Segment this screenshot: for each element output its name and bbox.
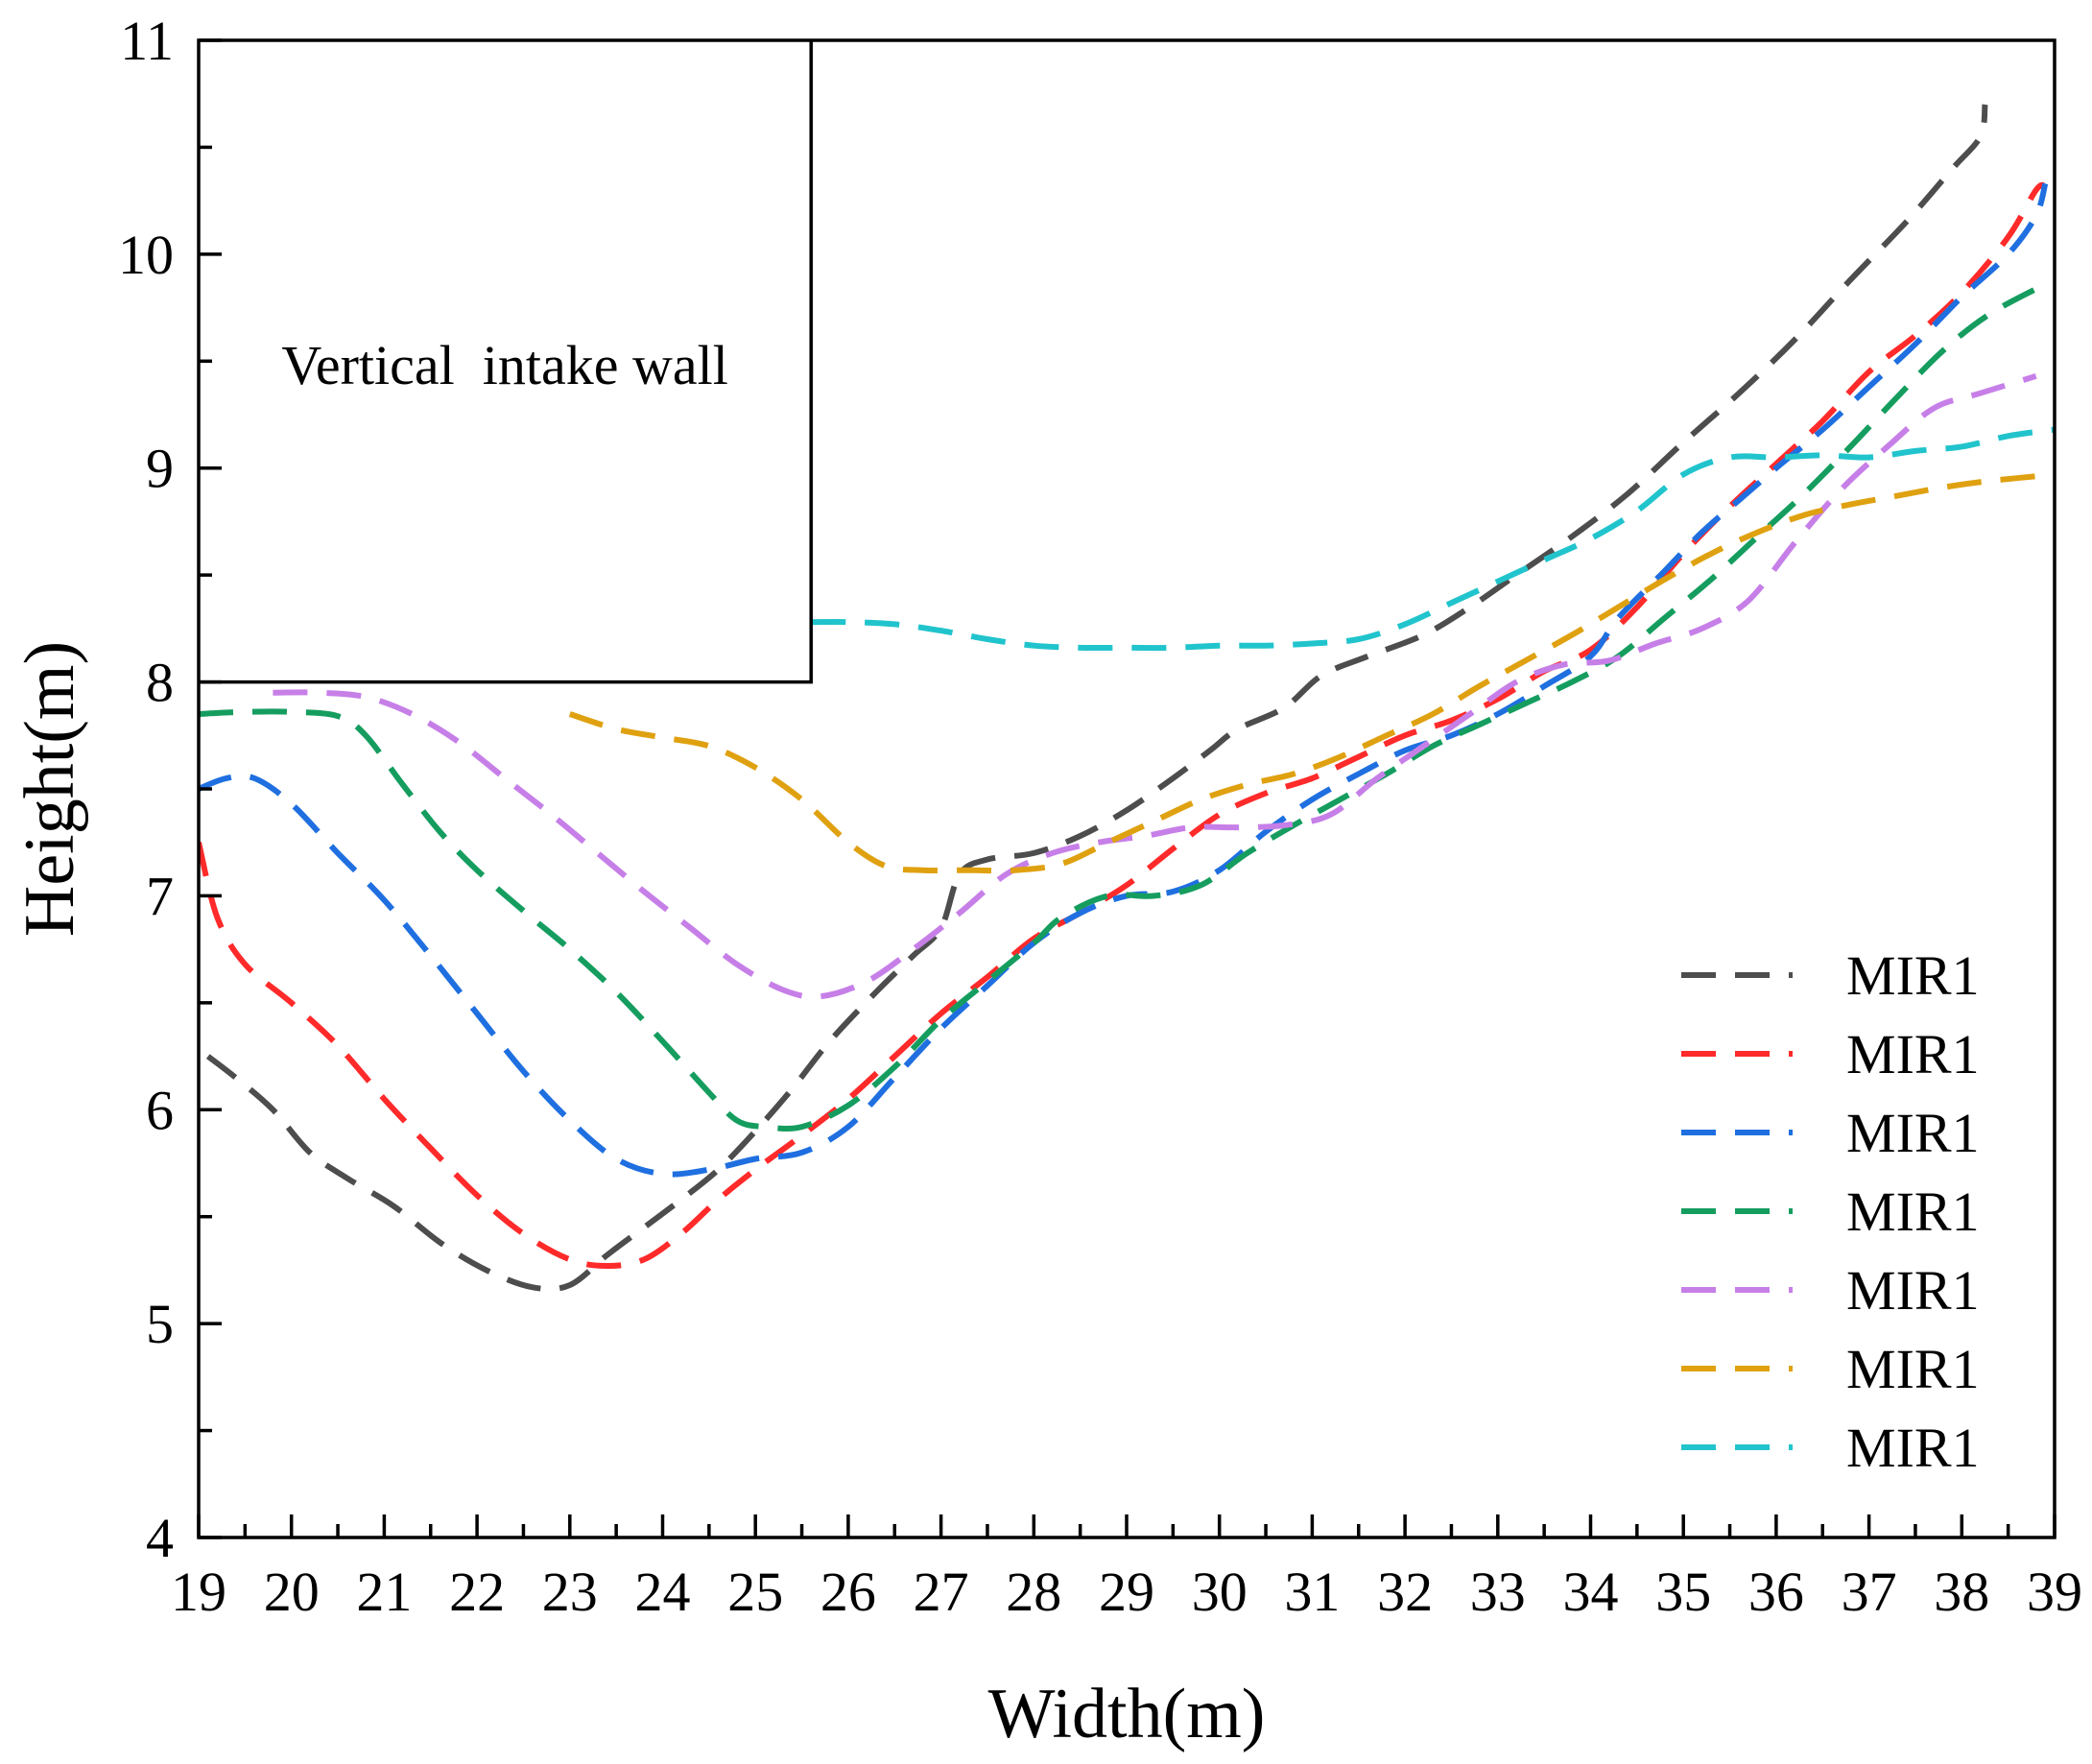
x-tick-label: 37: [1842, 1561, 1897, 1623]
y-tick-label: 9: [146, 438, 174, 500]
annotation-layer: Vertical intake wall: [199, 40, 813, 684]
legend-item-3: MIR1: [1681, 1102, 1980, 1164]
series-line-3: [199, 182, 2049, 1178]
y-tick-label: 10: [118, 224, 174, 286]
x-tick-label: 31: [1284, 1561, 1340, 1623]
legend-item-4: MIR1: [1681, 1180, 1980, 1243]
series-line-7: [811, 426, 2055, 652]
x-tick-label: 19: [171, 1561, 226, 1623]
plot-frame: [197, 38, 2056, 1539]
x-tick-label: 29: [1099, 1561, 1154, 1623]
legend-label: MIR1: [1846, 944, 1980, 1007]
x-tick-label: 35: [1655, 1561, 1711, 1623]
y-tick-label: 7: [146, 865, 174, 927]
y-tick-label: 5: [146, 1293, 174, 1355]
legend: MIR1 MIR1 MIR1 MIR1 MIR1 MIR1 MIR1: [1681, 944, 1980, 1479]
x-tick-label: 22: [449, 1561, 505, 1623]
x-tick-label: 32: [1377, 1561, 1433, 1623]
x-tick-label: 30: [1192, 1561, 1248, 1623]
x-tick-label: 21: [356, 1561, 412, 1623]
legend-label: MIR1: [1846, 1259, 1980, 1322]
y-axis-title: Height(m): [11, 641, 89, 937]
legend-label: MIR1: [1846, 1338, 1980, 1400]
legend-label: MIR1: [1846, 1417, 1980, 1479]
series-line-5: [273, 373, 2037, 1000]
x-tick-label: 26: [820, 1561, 876, 1623]
y-tick-label: 6: [146, 1079, 174, 1141]
series-line-6: [568, 471, 2055, 874]
x-tick-label: 20: [264, 1561, 320, 1623]
x-tick-label: 39: [2027, 1561, 2082, 1623]
legend-label: MIR1: [1846, 1102, 1980, 1164]
legend-item-7: MIR1: [1681, 1417, 1980, 1479]
x-tick-label: 24: [635, 1561, 691, 1623]
legend-label: MIR1: [1846, 1180, 1980, 1243]
legend-item-5: MIR1: [1681, 1259, 1980, 1322]
series-layer: [199, 104, 2055, 1293]
x-tick-label: 36: [1748, 1561, 1804, 1623]
x-tick-label: 23: [542, 1561, 598, 1623]
y-tick-label: 4: [146, 1507, 174, 1569]
legend-item-6: MIR1: [1681, 1338, 1980, 1400]
y-tick-label: 11: [120, 10, 174, 72]
legend-item-1: MIR1: [1681, 944, 1980, 1007]
x-tick-label: 34: [1563, 1561, 1619, 1623]
intake-wall-outline: [199, 40, 813, 684]
x-tick-label: 38: [1934, 1561, 1989, 1623]
legend-label: MIR1: [1846, 1023, 1980, 1085]
legend-item-2: MIR1: [1681, 1023, 1980, 1085]
axes-layer: 19 20 21 22 23 24 25 26 27 28 29 30 31 32 33 34 35 36 37 38…: [118, 10, 2082, 1623]
x-axis-title: Width(m): [988, 1675, 1266, 1753]
x-tick-label: 27: [914, 1561, 969, 1623]
series-line-4: [199, 281, 2047, 1132]
x-tick-label: 33: [1470, 1561, 1526, 1623]
x-tick-label: 28: [1006, 1561, 1061, 1623]
x-tick-label: 25: [727, 1561, 783, 1623]
y-tick-label: 8: [146, 652, 174, 714]
series-line-1: [205, 104, 1988, 1293]
intake-wall-label: Vertical intake wall: [281, 334, 727, 396]
